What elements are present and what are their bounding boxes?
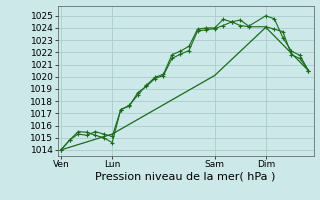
X-axis label: Pression niveau de la mer( hPa ): Pression niveau de la mer( hPa ) bbox=[95, 172, 276, 182]
